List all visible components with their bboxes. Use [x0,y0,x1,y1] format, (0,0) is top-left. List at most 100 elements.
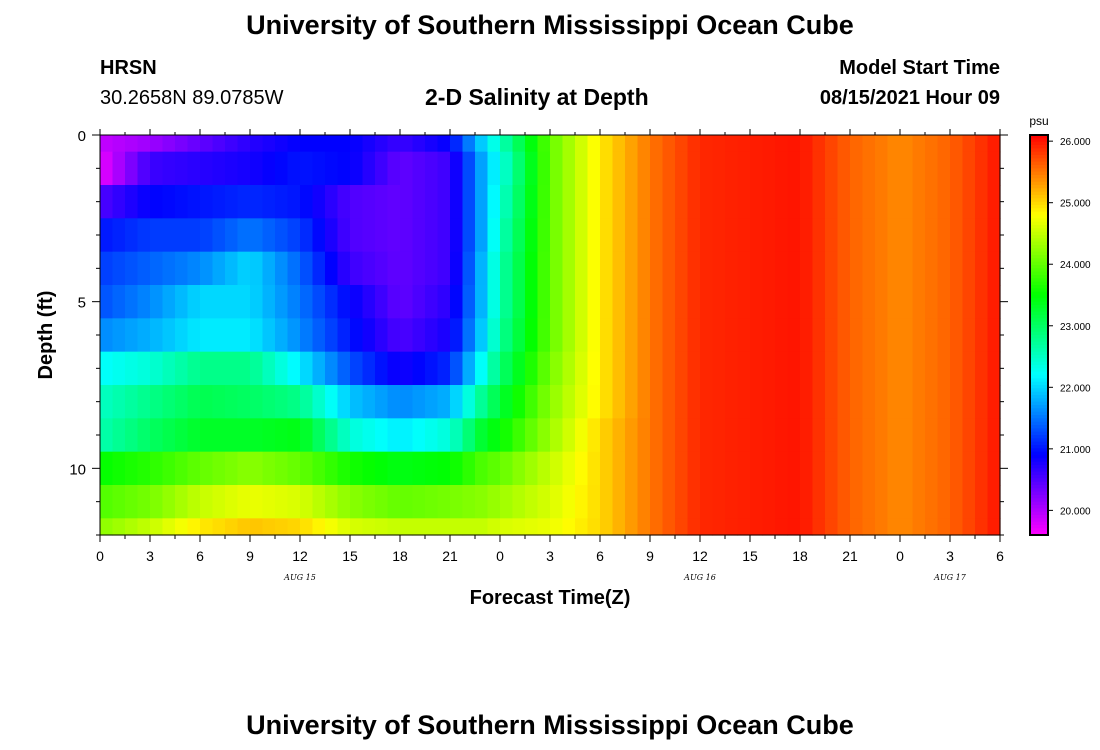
heatmap-cell [325,251,339,286]
heatmap-cell [762,518,776,536]
heatmap-cell [787,285,801,319]
heatmap-cell [687,385,701,419]
heatmap-cell [637,135,651,153]
heatmap-cell [712,485,726,519]
heatmap-cell [900,318,914,353]
heatmap-cell [950,518,964,536]
colorbar-tick-label: 25.000 [1060,199,1091,210]
heatmap-cell [112,385,126,419]
heatmap-cell [737,135,751,153]
heatmap-cell [437,185,451,219]
colorbar-strip [1030,395,1048,399]
heatmap-cell [912,285,926,319]
colorbar-strip [1030,185,1048,189]
heatmap-cell [937,285,951,319]
heatmap-cell [637,151,651,186]
heatmap-cell [537,418,551,453]
heatmap-cell [537,285,551,319]
heatmap-cell [525,218,539,253]
heatmap-cell [687,485,701,519]
colorbar-strip [1030,495,1048,499]
heatmap-cell [375,285,389,319]
heatmap-cell [475,218,489,253]
heatmap-cell [475,518,489,536]
colorbar-strip [1030,178,1048,183]
heatmap-cell [550,285,564,319]
heatmap-cell [162,151,176,186]
heatmap-cell [425,318,439,353]
heatmap-cell [462,418,476,453]
heatmap-cell [600,485,614,519]
heatmap-cell [612,218,626,253]
heatmap-cell [337,218,351,253]
heatmap-cell [487,285,501,319]
colorbar-strip [1030,505,1048,509]
heatmap-cell [637,285,651,319]
heatmap-cell [650,285,664,319]
x-tick-label: 9 [646,548,654,564]
y-tick-label: 0 [78,128,86,145]
heatmap-cell [637,318,651,353]
heatmap-cell [487,318,501,353]
heatmap-cell [875,351,889,386]
heatmap-cell [375,135,389,153]
heatmap-cell [912,151,926,186]
colorbar-strip [1030,201,1048,206]
heatmap-cell [787,351,801,386]
heatmap-cell [175,451,189,486]
heatmap-cell [100,218,114,253]
heatmap-cell [675,418,689,453]
heatmap-cell [325,135,339,153]
heatmap-cell [487,218,501,253]
colorbar-strip [1030,285,1048,289]
heatmap-cell [225,251,239,286]
colorbar-strip [1030,251,1048,256]
heatmap-cell [600,285,614,319]
heatmap-cell [400,351,414,386]
heatmap-cell [737,418,751,453]
heatmap-cell [537,135,551,153]
colorbar-frame [1029,134,1049,536]
heatmap-cell [575,251,589,286]
heatmap-cell [300,418,314,453]
colorbar-strip [1030,435,1048,439]
heatmap-cell [450,318,464,353]
heatmap-cell [937,518,951,536]
heatmap-cell [525,251,539,286]
heatmap-cell [587,418,601,453]
heatmap-cell [187,218,201,253]
heatmap-cell [825,285,839,319]
heatmap-cell [600,185,614,219]
heatmap-cell [275,385,289,419]
heatmap-cell [675,451,689,486]
heatmap-cell [350,385,364,419]
heatmap-cell [462,135,476,153]
heatmap-cell [612,385,626,419]
heatmap-cell [900,185,914,219]
heatmap-cell [175,185,189,219]
heatmap-cell [962,518,976,536]
colorbar-strip [1030,198,1048,203]
colorbar-strip [1030,275,1048,279]
heatmap-cell [162,518,176,536]
heatmap-cell [925,385,939,419]
heatmap-cell [250,218,264,253]
heatmap-cell [937,451,951,486]
heatmap-cell [562,418,576,453]
heatmap-cell [387,351,401,386]
heatmap-cell [262,418,276,453]
heatmap-cell [725,451,739,486]
heatmap-cell [462,518,476,536]
heatmap-cell [200,485,214,519]
heatmap-cell [675,318,689,353]
heatmap-cell [637,451,651,486]
heatmap-cell [475,385,489,419]
heatmap-cell [675,251,689,286]
heatmap-cell [287,151,301,186]
heatmap-cell [275,351,289,386]
heatmap-cell [262,318,276,353]
heatmap-cell [475,285,489,319]
x-tick-label: 18 [792,548,808,564]
heatmap-cell [875,318,889,353]
heatmap-cell [837,285,851,319]
